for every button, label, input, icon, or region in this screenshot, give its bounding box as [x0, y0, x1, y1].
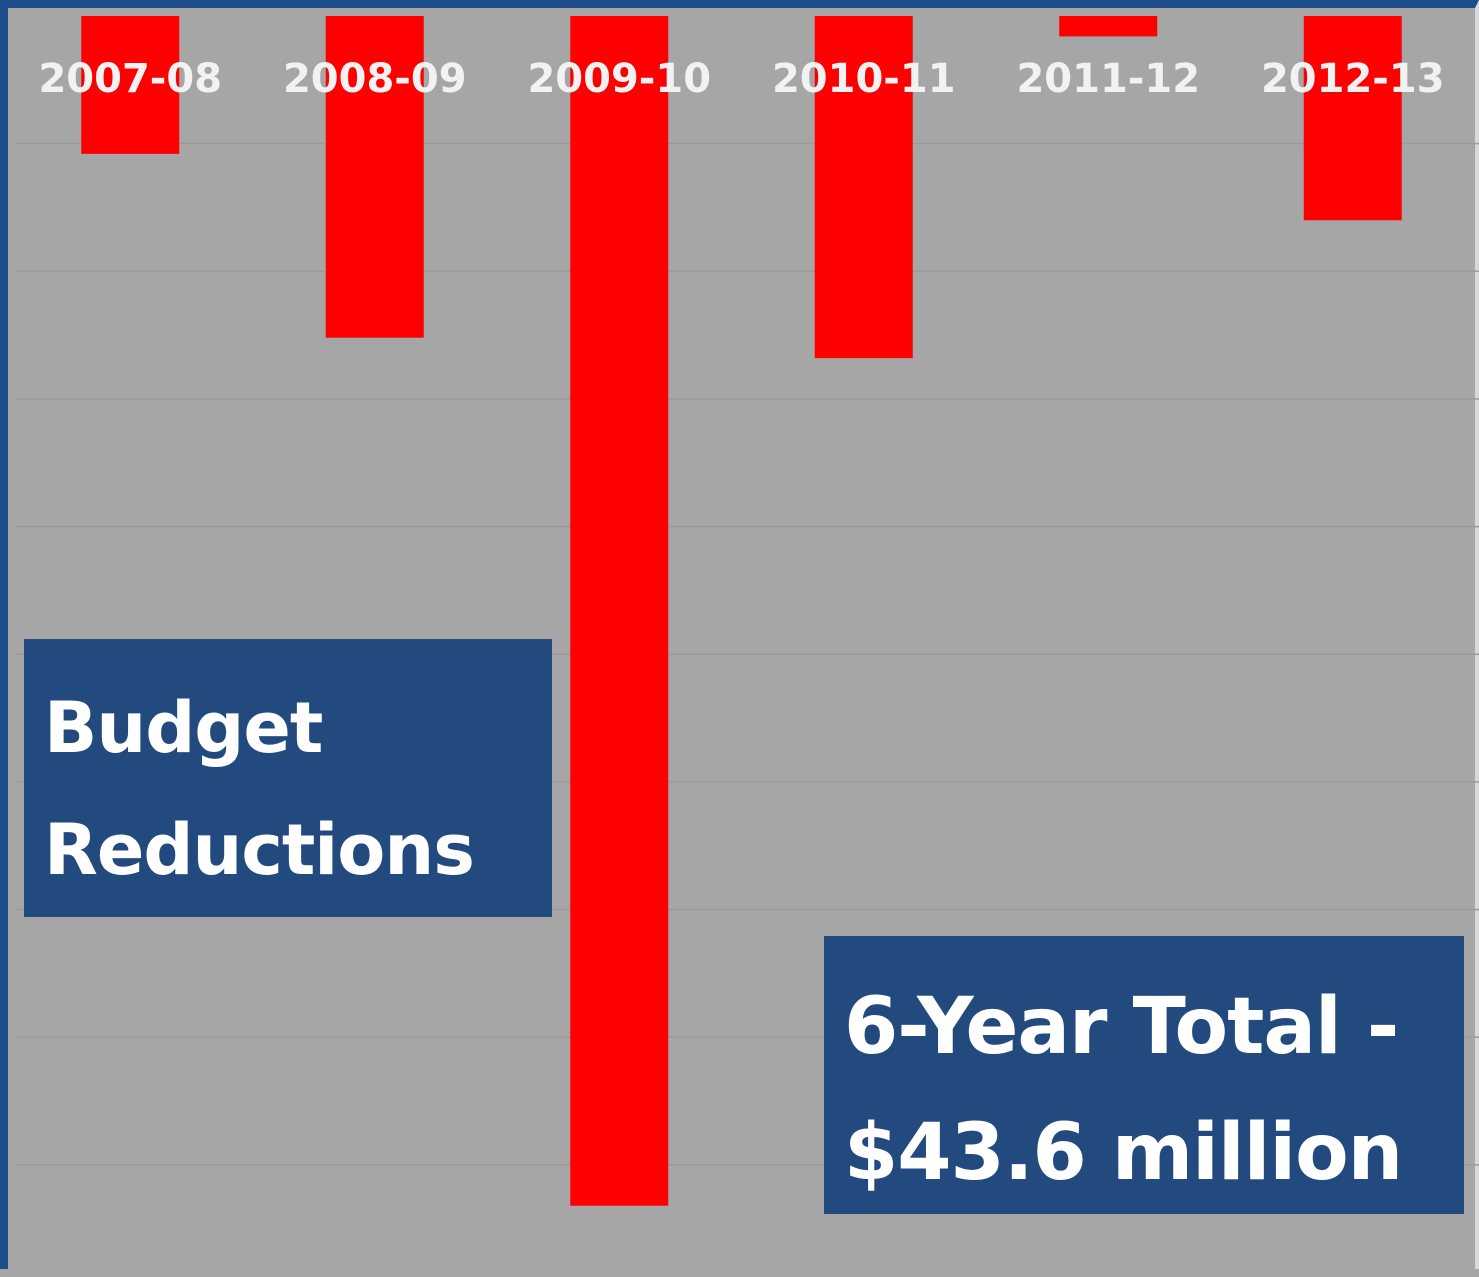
bar-2007-08 [81, 16, 180, 154]
x-tick-label: 2011-12 [1016, 56, 1200, 102]
x-tick-label: 2010-11 [772, 56, 956, 102]
bar-2012-13 [1303, 16, 1402, 221]
x-tick-label: 2012-13 [1261, 56, 1445, 102]
chart-title-line-2: Reductions [44, 809, 475, 891]
x-tick-label: 2008-09 [283, 56, 467, 102]
x-tick-label: 2007-08 [38, 56, 222, 102]
chart-title-line-1: Budget [44, 687, 323, 769]
bar-2011-12 [1059, 16, 1158, 37]
bar-2010-11 [814, 16, 913, 359]
total-callout-line-1: 6-Year Total - [844, 982, 1399, 1072]
bar-2008-09 [325, 16, 424, 338]
chart-title-box: Budget Reductions [24, 639, 552, 917]
bar-chart: 2007-08 2008-09 2009-10 2010-11 2011-12 2012-… [16, 16, 1479, 1206]
x-tick-label: 2009-10 [527, 56, 711, 102]
total-callout-box: 6-Year Total - $43.6 million [824, 936, 1464, 1214]
total-callout-line-2: $43.6 million [844, 1108, 1403, 1198]
bar-2009-10 [570, 16, 669, 1206]
